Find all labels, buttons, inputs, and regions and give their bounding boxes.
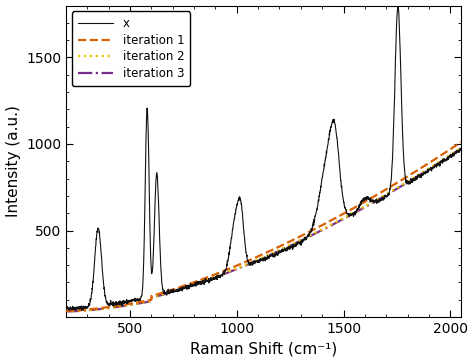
iteration 2 xyxy=(458,146,464,150)
x xyxy=(392,80,398,84)
x xyxy=(63,306,69,310)
iteration 1 xyxy=(63,309,69,313)
iteration 3 xyxy=(458,147,464,151)
Line: iteration 2: iteration 2 xyxy=(66,148,461,311)
Line: x: x xyxy=(66,6,461,311)
x xyxy=(379,198,384,203)
iteration 2 xyxy=(63,309,69,313)
iteration 3 xyxy=(288,243,293,248)
iteration 3 xyxy=(448,153,454,157)
iteration 2 xyxy=(392,187,398,191)
x xyxy=(73,306,79,311)
Line: iteration 3: iteration 3 xyxy=(66,149,461,311)
iteration 1 xyxy=(448,147,454,151)
iteration 1 xyxy=(458,140,464,144)
iteration 1 xyxy=(73,308,79,312)
X-axis label: Raman Shift (cm⁻¹): Raman Shift (cm⁻¹) xyxy=(190,341,337,357)
iteration 1 xyxy=(288,239,293,243)
iteration 3 xyxy=(73,309,79,313)
iteration 2 xyxy=(448,152,454,156)
iteration 2 xyxy=(379,195,384,199)
x xyxy=(79,308,85,313)
x xyxy=(450,153,456,157)
x xyxy=(288,245,293,249)
iteration 1 xyxy=(449,146,455,150)
iteration 3 xyxy=(379,195,384,200)
iteration 2 xyxy=(288,243,293,247)
Line: iteration 1: iteration 1 xyxy=(66,142,461,311)
iteration 3 xyxy=(63,309,69,313)
iteration 2 xyxy=(73,309,79,313)
iteration 3 xyxy=(449,152,455,156)
x xyxy=(448,155,454,159)
Y-axis label: Intensity (a.u.): Intensity (a.u.) xyxy=(6,105,20,217)
iteration 1 xyxy=(392,182,398,186)
iteration 3 xyxy=(392,188,398,192)
iteration 2 xyxy=(449,151,455,156)
x xyxy=(458,147,464,151)
Legend: x, iteration 1, iteration 2, iteration 3: x, iteration 1, iteration 2, iteration 3 xyxy=(72,12,190,86)
x xyxy=(395,4,401,8)
iteration 1 xyxy=(379,190,384,194)
